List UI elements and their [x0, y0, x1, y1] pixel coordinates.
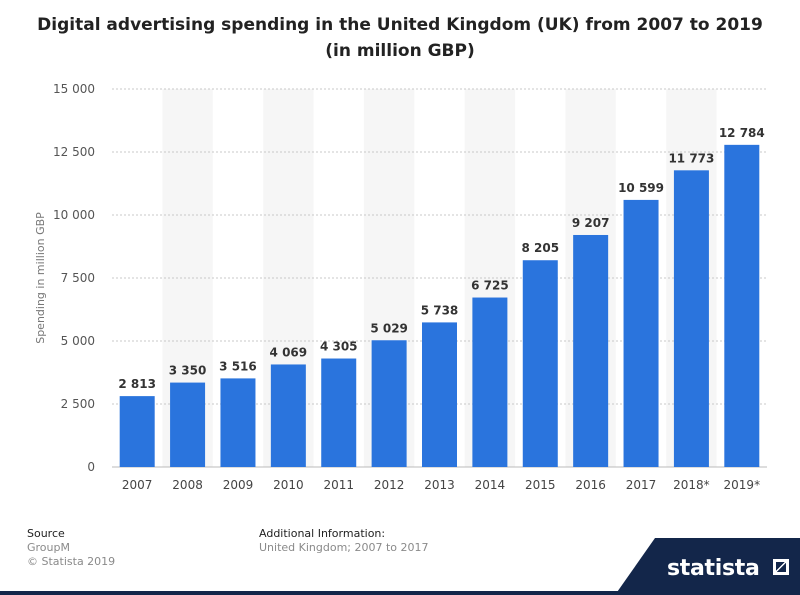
- x-tick-label: 2010: [273, 478, 304, 492]
- bar-value-label: 12 784: [719, 126, 765, 140]
- bar-value-label: 6 725: [471, 279, 509, 293]
- y-tick-label: 15 000: [53, 82, 95, 96]
- chart-title: Digital advertising spending in the Unit…: [0, 12, 800, 64]
- bar: [170, 382, 206, 467]
- bar: [321, 358, 357, 467]
- bar-value-label: 4 069: [270, 345, 308, 359]
- x-tick-label: 2018*: [673, 478, 710, 492]
- x-tick-label: 2015: [525, 478, 556, 492]
- additional-info-text: United Kingdom; 2007 to 2017: [259, 541, 429, 554]
- bar: [422, 322, 457, 467]
- bar-value-label: 11 773: [668, 151, 714, 165]
- x-tick-label: 2017: [626, 478, 657, 492]
- x-tick-label: 2013: [424, 478, 455, 492]
- x-tick-label: 2007: [122, 478, 153, 492]
- bar-value-label: 4 305: [320, 340, 358, 354]
- bar: [623, 199, 659, 467]
- chart-title-line-2: (in million GBP): [325, 41, 475, 61]
- bar-value-label: 8 205: [521, 241, 559, 255]
- bar: [573, 234, 609, 467]
- bar-value-label: 3 516: [219, 359, 257, 373]
- bar: [270, 364, 306, 467]
- bar-value-label: 5 029: [370, 321, 408, 335]
- statista-logo[interactable]: statista: [615, 538, 800, 595]
- logo-text: statista: [667, 556, 760, 581]
- bar-value-label: 3 350: [169, 364, 207, 378]
- logo-mark-icon: [773, 559, 789, 575]
- x-tick-label: 2019*: [724, 478, 761, 492]
- bar: [522, 260, 558, 467]
- y-tick-label: 2 500: [61, 397, 95, 411]
- x-tick-label: 2008: [172, 478, 203, 492]
- bar: [220, 378, 256, 467]
- bar-value-label: 9 207: [572, 216, 610, 230]
- chart-title-line-1: Digital advertising spending in the Unit…: [37, 15, 763, 35]
- bar-value-label: 10 599: [618, 181, 664, 195]
- bar-value-label: 5 738: [421, 303, 459, 317]
- y-tick-label: 10 000: [53, 208, 95, 222]
- x-tick-label: 2009: [223, 478, 254, 492]
- x-tick-label: 2012: [374, 478, 405, 492]
- x-tick-label: 2011: [323, 478, 354, 492]
- bar: [371, 340, 407, 467]
- bar-value-label: 2 813: [118, 377, 156, 391]
- x-tick-label: 2016: [575, 478, 606, 492]
- additional-info-block: Additional Information: United Kingdom; …: [259, 526, 429, 555]
- y-tick-label: 7 500: [61, 271, 95, 285]
- additional-info-heading: Additional Information:: [259, 527, 386, 540]
- source-block: Source GroupM © Statista 2019: [27, 526, 115, 569]
- y-tick-label: 12 500: [53, 145, 95, 159]
- bar: [724, 144, 760, 467]
- copyright-text: © Statista 2019: [27, 555, 116, 568]
- y-tick-label: 5 000: [61, 334, 95, 348]
- source-name[interactable]: GroupM: [27, 541, 70, 554]
- x-tick-label: 2014: [475, 478, 506, 492]
- bar: [673, 170, 709, 467]
- y-tick-label: 0: [87, 460, 95, 474]
- bottom-accent-line: [0, 591, 800, 595]
- bar: [472, 297, 508, 467]
- bar: [119, 396, 155, 467]
- y-axis-label: Spending in million GBP: [34, 212, 47, 344]
- source-heading: Source: [27, 527, 65, 540]
